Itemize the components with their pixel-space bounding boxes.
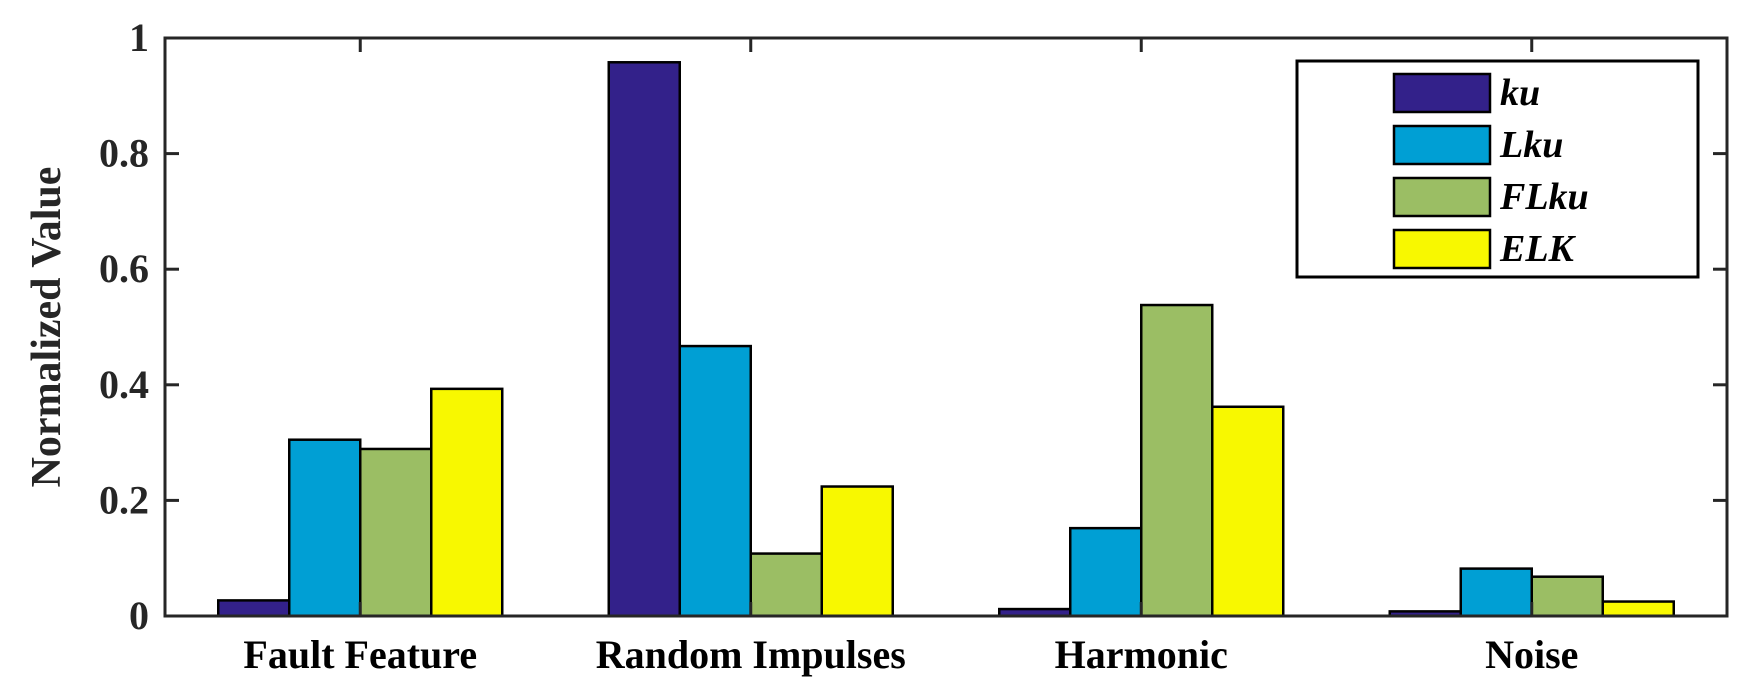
plot-frame bbox=[163, 36, 1729, 618]
legend-swatch-lku bbox=[1392, 124, 1492, 166]
bar-lku-1 bbox=[678, 344, 752, 618]
bar-elk-1 bbox=[820, 485, 894, 618]
y-tick-label: 0.8 bbox=[99, 131, 149, 176]
bar-ku-0 bbox=[217, 599, 291, 618]
bar-flku-3 bbox=[1530, 575, 1604, 618]
bars-group bbox=[217, 61, 1675, 618]
y-tick-label: 0 bbox=[129, 593, 149, 638]
y-tick-label: 0.6 bbox=[99, 246, 149, 291]
legend: ku Lku FLku ELK bbox=[1295, 59, 1700, 279]
bar-elk-0 bbox=[430, 387, 504, 618]
legend-swatch-flku bbox=[1392, 176, 1492, 218]
y-axis-ticks: 0 0.2 0.4 0.6 0.8 1 bbox=[99, 15, 1727, 638]
legend-label-lku: Lku bbox=[1499, 124, 1563, 166]
x-category-label: Fault Feature bbox=[243, 632, 477, 677]
legend-label-flku: FLku bbox=[1499, 176, 1589, 218]
bar-flku-2 bbox=[1140, 303, 1214, 618]
bar-flku-0 bbox=[359, 447, 433, 618]
legend-swatch-elk bbox=[1392, 228, 1492, 270]
y-tick-label: 0.4 bbox=[99, 362, 149, 407]
legend-label-elk: ELK bbox=[1499, 228, 1577, 270]
y-axis-title: Normalized Value bbox=[24, 167, 70, 488]
x-category-label: Noise bbox=[1485, 632, 1578, 677]
bar-elk-2 bbox=[1211, 405, 1285, 618]
bar-lku-2 bbox=[1069, 526, 1143, 618]
bar-elk-3 bbox=[1601, 600, 1675, 618]
legend-box bbox=[1295, 59, 1700, 279]
x-category-label: Harmonic bbox=[1055, 632, 1228, 677]
y-tick-label: 0.2 bbox=[99, 477, 149, 522]
bar-flku-1 bbox=[749, 552, 823, 618]
x-axis-ticks: Fault Feature Random Impulses Harmonic Nois… bbox=[243, 38, 1578, 677]
bar-lku-0 bbox=[288, 438, 362, 618]
legend-label-ku: ku bbox=[1500, 72, 1540, 114]
bar-ku-1 bbox=[607, 61, 681, 618]
legend-swatch-ku bbox=[1392, 72, 1492, 114]
y-tick-label: 1 bbox=[129, 15, 149, 60]
bar-lku-3 bbox=[1459, 567, 1533, 618]
x-category-label: Random Impulses bbox=[596, 632, 906, 677]
